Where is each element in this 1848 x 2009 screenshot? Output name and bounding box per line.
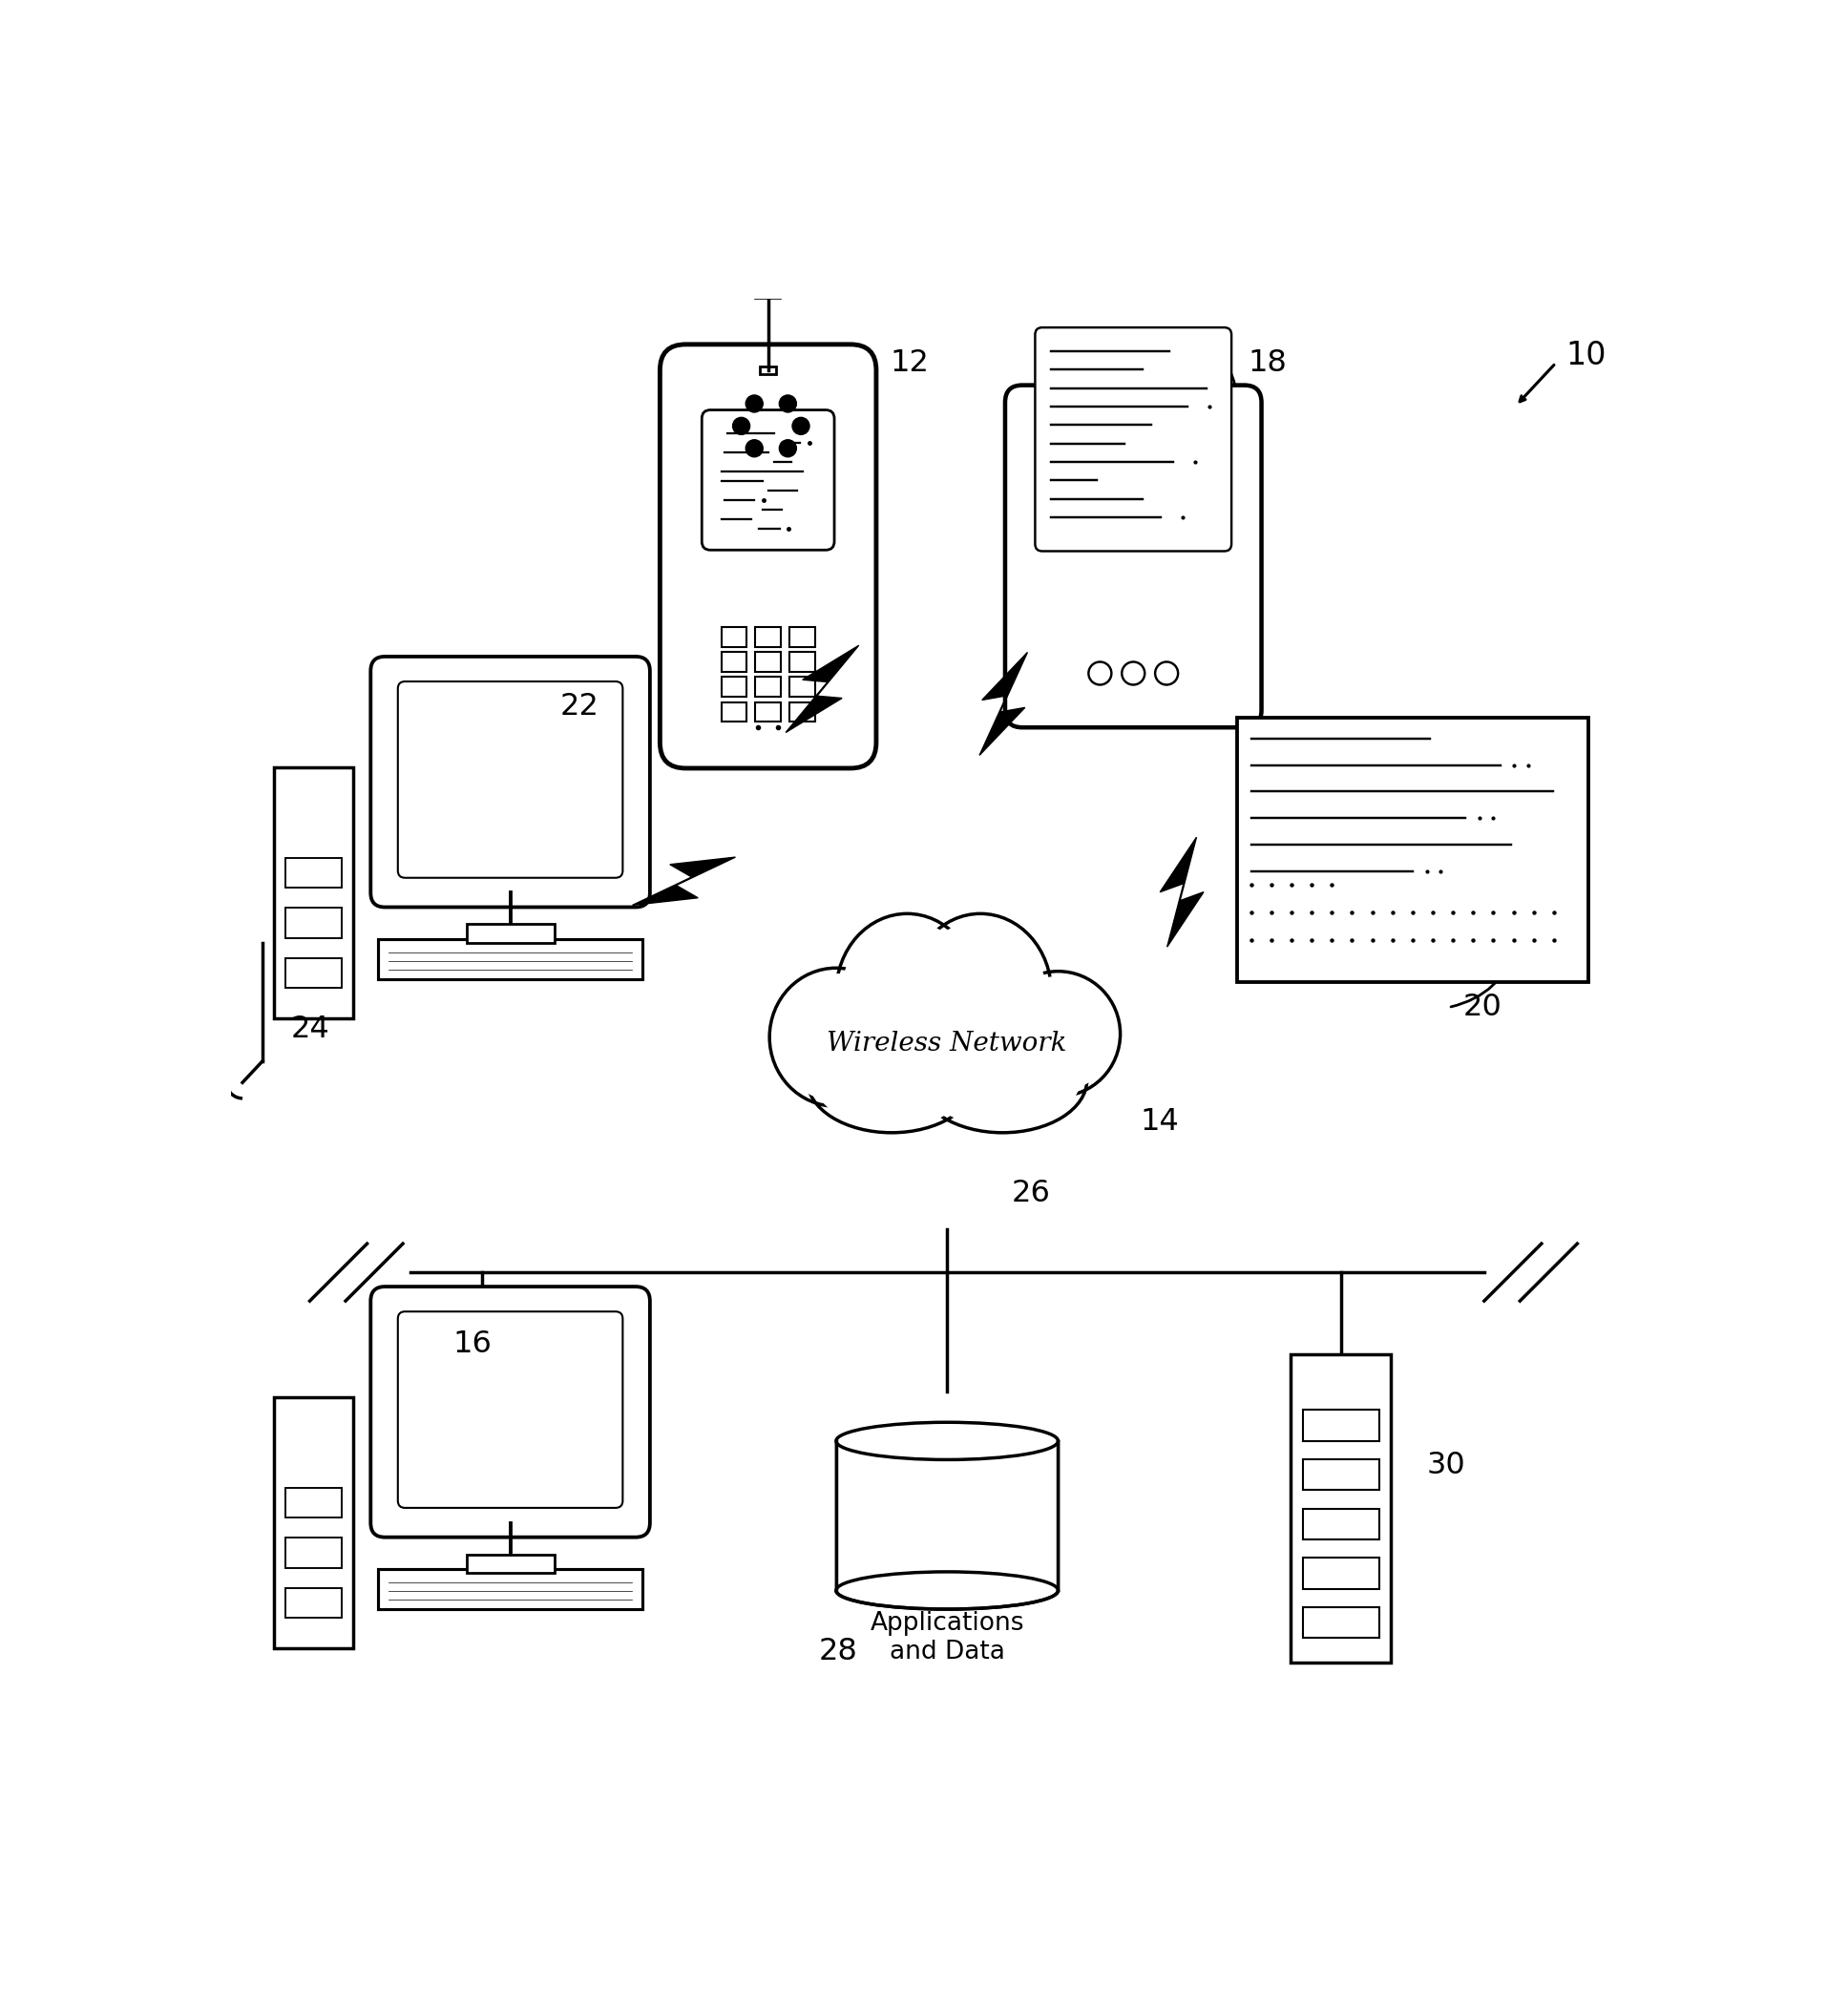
FancyBboxPatch shape — [371, 657, 650, 908]
Bar — [789, 701, 815, 721]
Ellipse shape — [815, 1033, 968, 1127]
Ellipse shape — [808, 1027, 976, 1133]
Bar — [285, 858, 342, 888]
Text: Applications
and Data: Applications and Data — [870, 1611, 1024, 1663]
Bar — [285, 1539, 342, 1567]
Ellipse shape — [830, 988, 1064, 1113]
FancyBboxPatch shape — [397, 681, 623, 878]
Text: 24: 24 — [290, 1015, 329, 1043]
Text: 18: 18 — [1247, 348, 1286, 378]
Circle shape — [747, 396, 763, 412]
Text: 28: 28 — [819, 1637, 857, 1667]
Text: 10: 10 — [1565, 340, 1606, 372]
Text: 20: 20 — [1464, 992, 1502, 1023]
Text: 12: 12 — [891, 348, 930, 378]
Ellipse shape — [1002, 976, 1114, 1091]
Text: 22: 22 — [560, 691, 599, 721]
Ellipse shape — [776, 974, 896, 1101]
Ellipse shape — [996, 970, 1120, 1097]
Polygon shape — [1161, 838, 1203, 946]
Circle shape — [1122, 661, 1144, 685]
Ellipse shape — [843, 920, 972, 1065]
Bar — [756, 677, 782, 697]
Bar — [1303, 1459, 1379, 1491]
Bar — [721, 627, 747, 647]
Bar — [285, 908, 342, 938]
Circle shape — [1155, 661, 1177, 685]
Bar — [285, 1587, 342, 1617]
Polygon shape — [785, 645, 859, 733]
Ellipse shape — [835, 914, 978, 1071]
Bar — [837, 1442, 1057, 1589]
Bar — [274, 767, 353, 1019]
FancyBboxPatch shape — [397, 1312, 623, 1509]
Bar — [377, 938, 643, 978]
Circle shape — [747, 440, 763, 456]
Bar — [1303, 1557, 1379, 1589]
Bar — [274, 1398, 353, 1647]
Bar — [1236, 717, 1587, 982]
Polygon shape — [632, 858, 736, 906]
Text: 14: 14 — [1140, 1107, 1179, 1137]
Bar — [1290, 1354, 1392, 1663]
Circle shape — [780, 440, 796, 456]
Bar — [466, 1555, 554, 1573]
Circle shape — [1088, 661, 1111, 685]
Ellipse shape — [909, 914, 1052, 1071]
Ellipse shape — [835, 1571, 1059, 1609]
Ellipse shape — [835, 1422, 1059, 1461]
Circle shape — [793, 418, 809, 434]
Circle shape — [780, 396, 796, 412]
Bar — [789, 653, 815, 673]
Bar — [756, 653, 782, 673]
Ellipse shape — [917, 920, 1044, 1065]
Bar — [1303, 1410, 1379, 1440]
Polygon shape — [979, 653, 1027, 755]
Bar — [789, 677, 815, 697]
Bar — [466, 924, 554, 942]
Ellipse shape — [819, 980, 1076, 1121]
Bar — [756, 627, 782, 647]
Bar — [377, 1569, 643, 1609]
Bar — [721, 701, 747, 721]
Circle shape — [732, 418, 750, 434]
Ellipse shape — [769, 968, 902, 1107]
Bar — [285, 958, 342, 988]
Bar — [760, 366, 776, 374]
Bar — [721, 677, 747, 697]
Bar — [285, 1489, 342, 1519]
Text: Wireless Network: Wireless Network — [828, 1031, 1066, 1057]
Bar — [756, 701, 782, 721]
FancyBboxPatch shape — [702, 410, 833, 550]
FancyBboxPatch shape — [371, 1286, 650, 1537]
Bar — [1303, 1509, 1379, 1539]
Ellipse shape — [926, 1033, 1079, 1127]
Text: 16: 16 — [453, 1330, 492, 1358]
Bar — [789, 627, 815, 647]
FancyBboxPatch shape — [1005, 386, 1262, 727]
FancyBboxPatch shape — [1035, 327, 1231, 550]
Text: 30: 30 — [1427, 1450, 1465, 1481]
Bar — [1303, 1607, 1379, 1637]
Bar — [721, 653, 747, 673]
Text: 26: 26 — [1011, 1179, 1050, 1207]
Ellipse shape — [918, 1027, 1087, 1133]
FancyBboxPatch shape — [660, 344, 876, 767]
Bar — [835, 1440, 1059, 1591]
